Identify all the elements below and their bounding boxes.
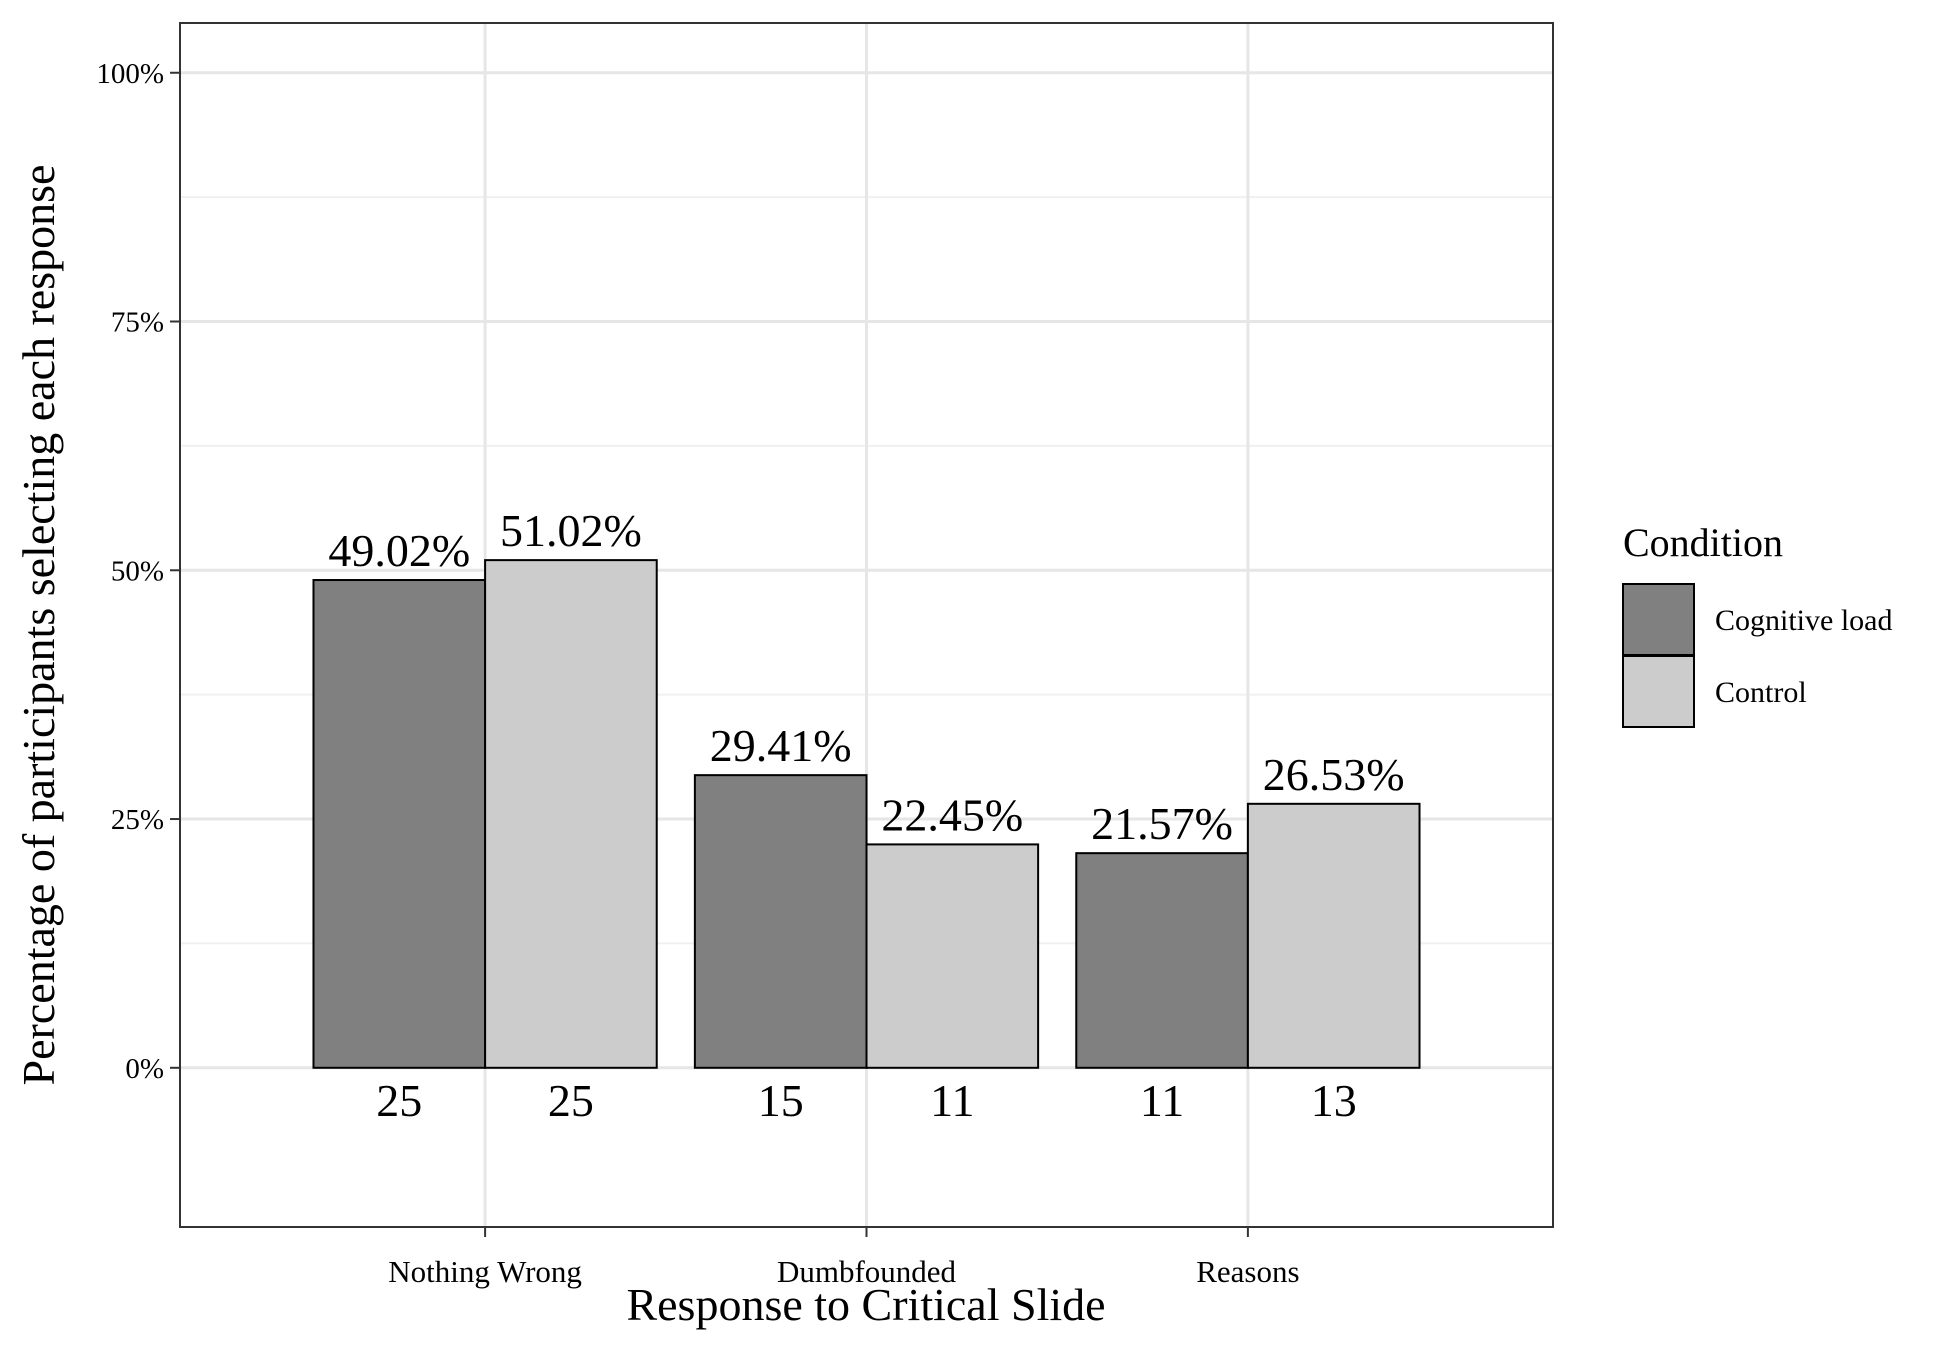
bar-count-label: 13 bbox=[1311, 1075, 1357, 1126]
x-tick-label: Reasons bbox=[1196, 1254, 1299, 1289]
legend: Condition Cognitive load Control bbox=[1622, 520, 1892, 728]
y-tick-label: 25% bbox=[111, 804, 164, 836]
y-tick-label: 0% bbox=[125, 1053, 164, 1085]
bar-count-label: 25 bbox=[548, 1075, 594, 1126]
bar-value-label: 26.53% bbox=[1263, 749, 1405, 800]
axes: 0% 25% 50% 75% 100% Nothing Wrong Dumbfounded R… bbox=[96, 58, 1299, 1289]
legend-key bbox=[1622, 583, 1695, 656]
legend-label: Cognitive load bbox=[1715, 604, 1892, 637]
bar-value-label: 51.02% bbox=[500, 505, 642, 556]
bar-value-label: 49.02% bbox=[328, 525, 470, 576]
bar bbox=[1075, 852, 1249, 1069]
legend-label: Control bbox=[1715, 676, 1807, 709]
bar-value-label: 21.57% bbox=[1091, 798, 1233, 849]
x-axis-title: Response to Critical Slide bbox=[626, 1279, 1105, 1330]
y-tick-label: 100% bbox=[96, 58, 164, 90]
y-axis-title: Percentage of participants selecting eac… bbox=[13, 165, 64, 1086]
x-tick-label: Dumbfounded bbox=[777, 1254, 957, 1289]
bar bbox=[693, 774, 868, 1069]
bar-count-label: 11 bbox=[1140, 1075, 1184, 1126]
y-tick-label: 75% bbox=[111, 307, 164, 339]
legend-title: Condition bbox=[1623, 520, 1783, 565]
bar bbox=[312, 579, 487, 1069]
y-tick-label: 50% bbox=[111, 555, 164, 587]
bar bbox=[484, 559, 658, 1069]
bar bbox=[1246, 802, 1421, 1069]
bar-count-label: 11 bbox=[930, 1075, 974, 1126]
bar-value-label: 29.41% bbox=[710, 720, 852, 771]
bar-count-label: 25 bbox=[376, 1075, 422, 1126]
bar-count-label: 15 bbox=[758, 1075, 804, 1126]
legend-key bbox=[1622, 655, 1695, 728]
bar-value-label: 22.45% bbox=[881, 789, 1023, 840]
bars bbox=[312, 559, 1421, 1069]
bar bbox=[865, 843, 1040, 1069]
data-labels: 49.02% 25 29.41% 15 21.57% 11 51.02% 25 22.45% 11… bbox=[328, 505, 1404, 1126]
x-tick-label: Nothing Wrong bbox=[388, 1254, 582, 1289]
